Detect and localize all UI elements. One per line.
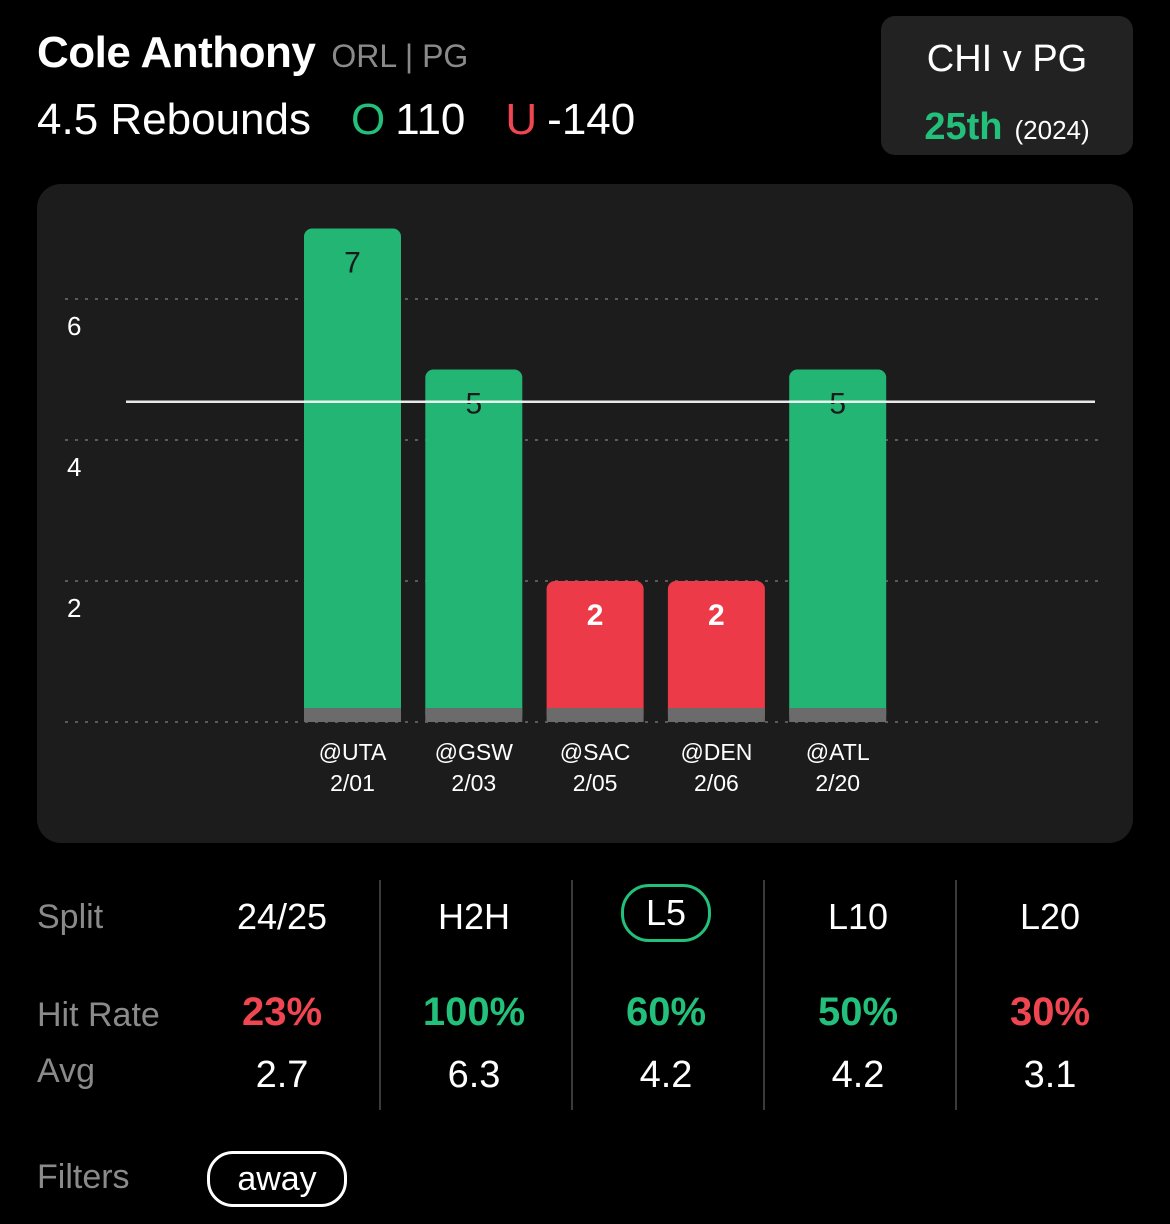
hit-rate-value: 23% xyxy=(241,990,323,1034)
column-divider xyxy=(571,880,573,1110)
bar-value-label: 5 xyxy=(829,388,846,421)
split-tab-label: 24/25 xyxy=(236,896,328,937)
x-date-label: 2/06 xyxy=(694,770,739,796)
prop-line-row: 4.5 Rebounds O 110 U -140 xyxy=(37,95,635,145)
x-category-label: @ATL xyxy=(806,739,870,765)
split-tab-l5[interactable]: L5 xyxy=(571,884,761,942)
split-tab-label: L5 xyxy=(620,884,712,942)
split-tab-label: L20 xyxy=(1019,896,1081,937)
chart-card: 2 4 6 7 @UTA 2/01 5 @GSW 2/03 2 @SAC 2/05 2 @DEN 2/06 5… xyxy=(37,184,1133,843)
split-tab-l20[interactable]: L20 xyxy=(955,896,1145,938)
x-category-label: @SAC xyxy=(560,739,631,765)
bar-base xyxy=(789,708,887,722)
bar-value-label: 5 xyxy=(465,388,482,421)
split-tab-label: H2H xyxy=(437,896,511,937)
under-symbol[interactable]: U xyxy=(505,95,538,144)
split-tab-h2h[interactable]: H2H xyxy=(379,896,569,938)
x-date-label: 2/05 xyxy=(573,770,618,796)
bar-value-label: 2 xyxy=(708,599,725,632)
hit-rate-value: 60% xyxy=(625,990,707,1034)
bar-base xyxy=(667,708,765,722)
y-tick-label: 6 xyxy=(67,311,81,341)
bar xyxy=(546,581,644,722)
under-odds[interactable]: -140 xyxy=(547,95,636,144)
avg-value: 2.7 xyxy=(255,1054,309,1096)
filter-chip-away[interactable]: away xyxy=(207,1151,347,1207)
bar-value-label: 7 xyxy=(344,247,361,280)
matchup-year: (2024) xyxy=(1014,115,1090,145)
avg-value: 6.3 xyxy=(447,1054,501,1096)
bar xyxy=(425,369,523,722)
hit-rate-label: Hit Rate xyxy=(37,996,160,1034)
over-symbol[interactable]: O xyxy=(351,95,386,144)
x-date-label: 2/01 xyxy=(330,770,375,796)
x-category-label: @DEN xyxy=(680,739,752,765)
y-tick-label: 4 xyxy=(67,452,81,482)
stats-table: Split Hit Rate Avg 24/25 23% 2.7 H2H 100% 6.3… xyxy=(0,870,1170,1120)
bar xyxy=(304,228,401,722)
bar-base xyxy=(304,708,401,722)
split-tab-l10[interactable]: L10 xyxy=(763,896,953,938)
split-tab-label: L10 xyxy=(827,896,889,937)
avg-label: Avg xyxy=(37,1052,95,1090)
avg-value: 4.2 xyxy=(831,1054,885,1096)
player-header: Cole Anthony ORL | PG xyxy=(37,28,468,78)
hit-rate-value: 30% xyxy=(1009,990,1091,1034)
avg-value: 3.1 xyxy=(1023,1054,1077,1096)
x-category-label: @GSW xyxy=(435,739,514,765)
bar-base xyxy=(546,708,644,722)
split-tab-24-25[interactable]: 24/25 xyxy=(187,896,377,938)
column-divider xyxy=(379,880,381,1110)
bar xyxy=(789,369,887,722)
hit-rate-value: 100% xyxy=(422,990,526,1034)
hit-rate-value: 50% xyxy=(817,990,899,1034)
bar-base xyxy=(425,708,523,722)
matchup-card[interactable]: CHI v PG 25th (2024) xyxy=(881,16,1133,155)
column-divider xyxy=(955,880,957,1110)
over-odds[interactable]: 110 xyxy=(395,95,466,144)
matchup-rank: 25th xyxy=(924,106,1003,148)
x-category-label: @UTA xyxy=(319,739,387,765)
x-date-label: 2/03 xyxy=(451,770,496,796)
y-tick-label: 2 xyxy=(67,593,81,623)
matchup-title: CHI v PG xyxy=(926,38,1088,80)
split-label: Split xyxy=(37,898,104,936)
x-date-label: 2/20 xyxy=(815,770,860,796)
prop-line: 4.5 Rebounds xyxy=(37,95,311,144)
matchup-rank-row: 25th (2024) xyxy=(881,106,1133,149)
team-position: ORL | PG xyxy=(331,38,469,74)
bar xyxy=(667,581,765,722)
bar-value-label: 2 xyxy=(587,599,604,632)
bar-chart: 2 4 6 7 @UTA 2/01 5 @GSW 2/03 2 @SAC 2/05 2 @DEN 2/06 5… xyxy=(65,228,1103,796)
avg-value: 4.2 xyxy=(639,1054,693,1096)
filters-label: Filters xyxy=(37,1158,130,1196)
column-divider xyxy=(763,880,765,1110)
player-name: Cole Anthony xyxy=(37,28,316,77)
